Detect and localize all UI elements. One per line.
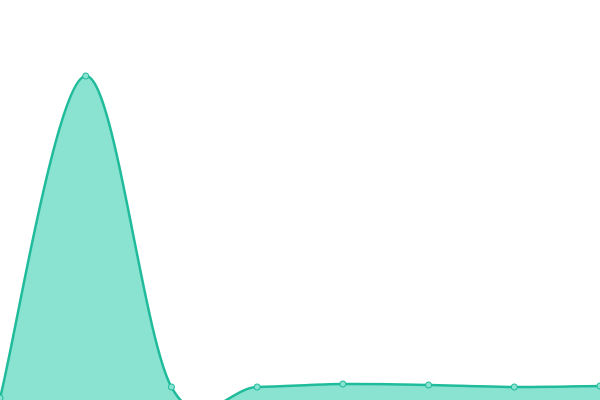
area-line: [0, 74, 600, 400]
point: [596, 382, 600, 390]
point: [425, 381, 433, 389]
point: [82, 72, 90, 80]
point: [253, 383, 261, 391]
point: [339, 380, 347, 388]
point: [0, 394, 4, 400]
area-fill: [0, 75, 600, 400]
point: [167, 383, 175, 391]
point: [510, 383, 518, 391]
